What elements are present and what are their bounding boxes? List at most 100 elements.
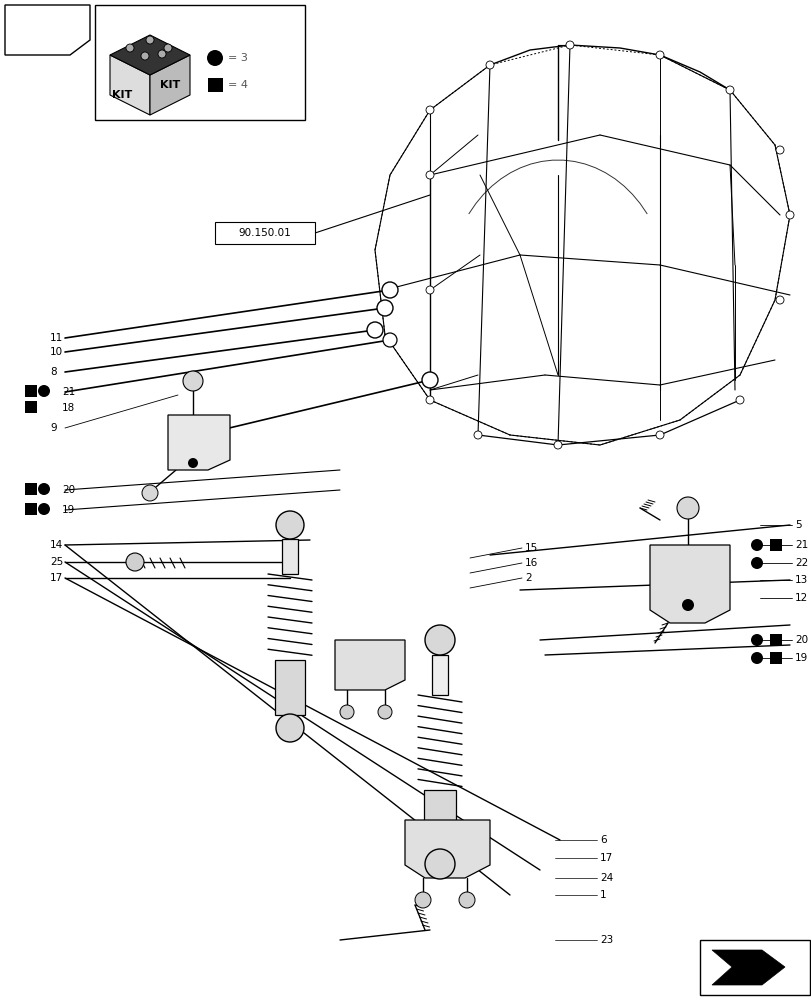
Circle shape (775, 146, 783, 154)
Bar (281, 539, 298, 574)
Text: 8: 8 (50, 367, 57, 377)
Bar (769, 634, 781, 646)
Bar (423, 790, 456, 850)
Circle shape (426, 171, 433, 179)
Bar (431, 655, 448, 695)
Circle shape (422, 372, 437, 388)
Circle shape (750, 557, 762, 569)
Bar (25, 401, 37, 413)
Polygon shape (649, 545, 729, 623)
Circle shape (565, 41, 573, 49)
Circle shape (376, 300, 393, 316)
Bar (275, 660, 305, 715)
Text: 19: 19 (794, 653, 807, 663)
Polygon shape (109, 55, 150, 115)
Circle shape (126, 44, 134, 52)
Text: KIT: KIT (112, 90, 132, 100)
Circle shape (383, 333, 397, 347)
Bar (25, 385, 37, 397)
Circle shape (750, 634, 762, 646)
Circle shape (276, 714, 303, 742)
Circle shape (340, 705, 354, 719)
Text: 17: 17 (599, 853, 612, 863)
Circle shape (750, 539, 762, 551)
Circle shape (188, 458, 198, 468)
Polygon shape (109, 35, 190, 75)
Text: 23: 23 (599, 935, 612, 945)
Circle shape (458, 892, 474, 908)
Text: 13: 13 (794, 575, 807, 585)
Bar (769, 539, 781, 551)
Text: 9: 9 (50, 423, 57, 433)
Circle shape (775, 296, 783, 304)
Text: 22: 22 (794, 558, 807, 568)
Circle shape (785, 211, 793, 219)
Circle shape (367, 322, 383, 338)
Text: 90.150.01: 90.150.01 (238, 228, 291, 238)
Circle shape (164, 44, 172, 52)
Text: 6: 6 (599, 835, 606, 845)
Bar (215, 222, 315, 244)
Circle shape (38, 503, 50, 515)
Circle shape (424, 849, 454, 879)
Bar (25, 503, 37, 515)
Circle shape (725, 86, 733, 94)
Text: 14: 14 (50, 540, 63, 550)
Circle shape (414, 892, 431, 908)
Polygon shape (5, 5, 90, 55)
Polygon shape (699, 940, 809, 995)
Text: 20: 20 (62, 485, 75, 495)
Text: 2: 2 (525, 573, 531, 583)
Circle shape (182, 371, 203, 391)
Circle shape (158, 50, 165, 58)
Circle shape (681, 599, 693, 611)
Circle shape (207, 50, 223, 66)
Bar (25, 483, 37, 495)
Circle shape (126, 553, 144, 571)
Bar (769, 652, 781, 664)
Text: 15: 15 (525, 543, 538, 553)
Polygon shape (405, 820, 489, 878)
Polygon shape (335, 640, 405, 690)
Text: = 3: = 3 (228, 53, 247, 63)
Circle shape (38, 483, 50, 495)
Text: = 4: = 4 (228, 80, 247, 90)
Text: 16: 16 (525, 558, 538, 568)
Circle shape (424, 625, 454, 655)
Circle shape (141, 52, 148, 60)
Text: 10: 10 (50, 347, 63, 357)
Circle shape (378, 705, 392, 719)
Text: 21: 21 (62, 387, 75, 397)
Circle shape (486, 61, 493, 69)
Circle shape (381, 282, 397, 298)
Text: 20: 20 (794, 635, 807, 645)
Circle shape (146, 36, 154, 44)
Text: 18: 18 (62, 403, 75, 413)
Circle shape (676, 497, 698, 519)
Circle shape (142, 485, 158, 501)
Bar (208, 78, 223, 92)
Text: 11: 11 (50, 333, 63, 343)
Text: 12: 12 (794, 593, 807, 603)
Bar (95, 5, 305, 120)
Circle shape (474, 431, 482, 439)
Polygon shape (150, 55, 190, 115)
Text: KIT: KIT (160, 80, 180, 90)
Text: 17: 17 (50, 573, 63, 583)
Circle shape (426, 286, 433, 294)
Circle shape (553, 441, 561, 449)
Polygon shape (168, 415, 230, 470)
Circle shape (426, 106, 433, 114)
Circle shape (276, 511, 303, 539)
Polygon shape (711, 950, 784, 985)
Text: 19: 19 (62, 505, 75, 515)
Text: 25: 25 (50, 557, 63, 567)
Text: 1: 1 (599, 890, 606, 900)
Circle shape (426, 396, 433, 404)
Circle shape (735, 396, 743, 404)
Circle shape (655, 431, 663, 439)
Text: 5: 5 (794, 520, 800, 530)
Circle shape (750, 652, 762, 664)
Text: 21: 21 (794, 540, 807, 550)
Text: 24: 24 (599, 873, 612, 883)
